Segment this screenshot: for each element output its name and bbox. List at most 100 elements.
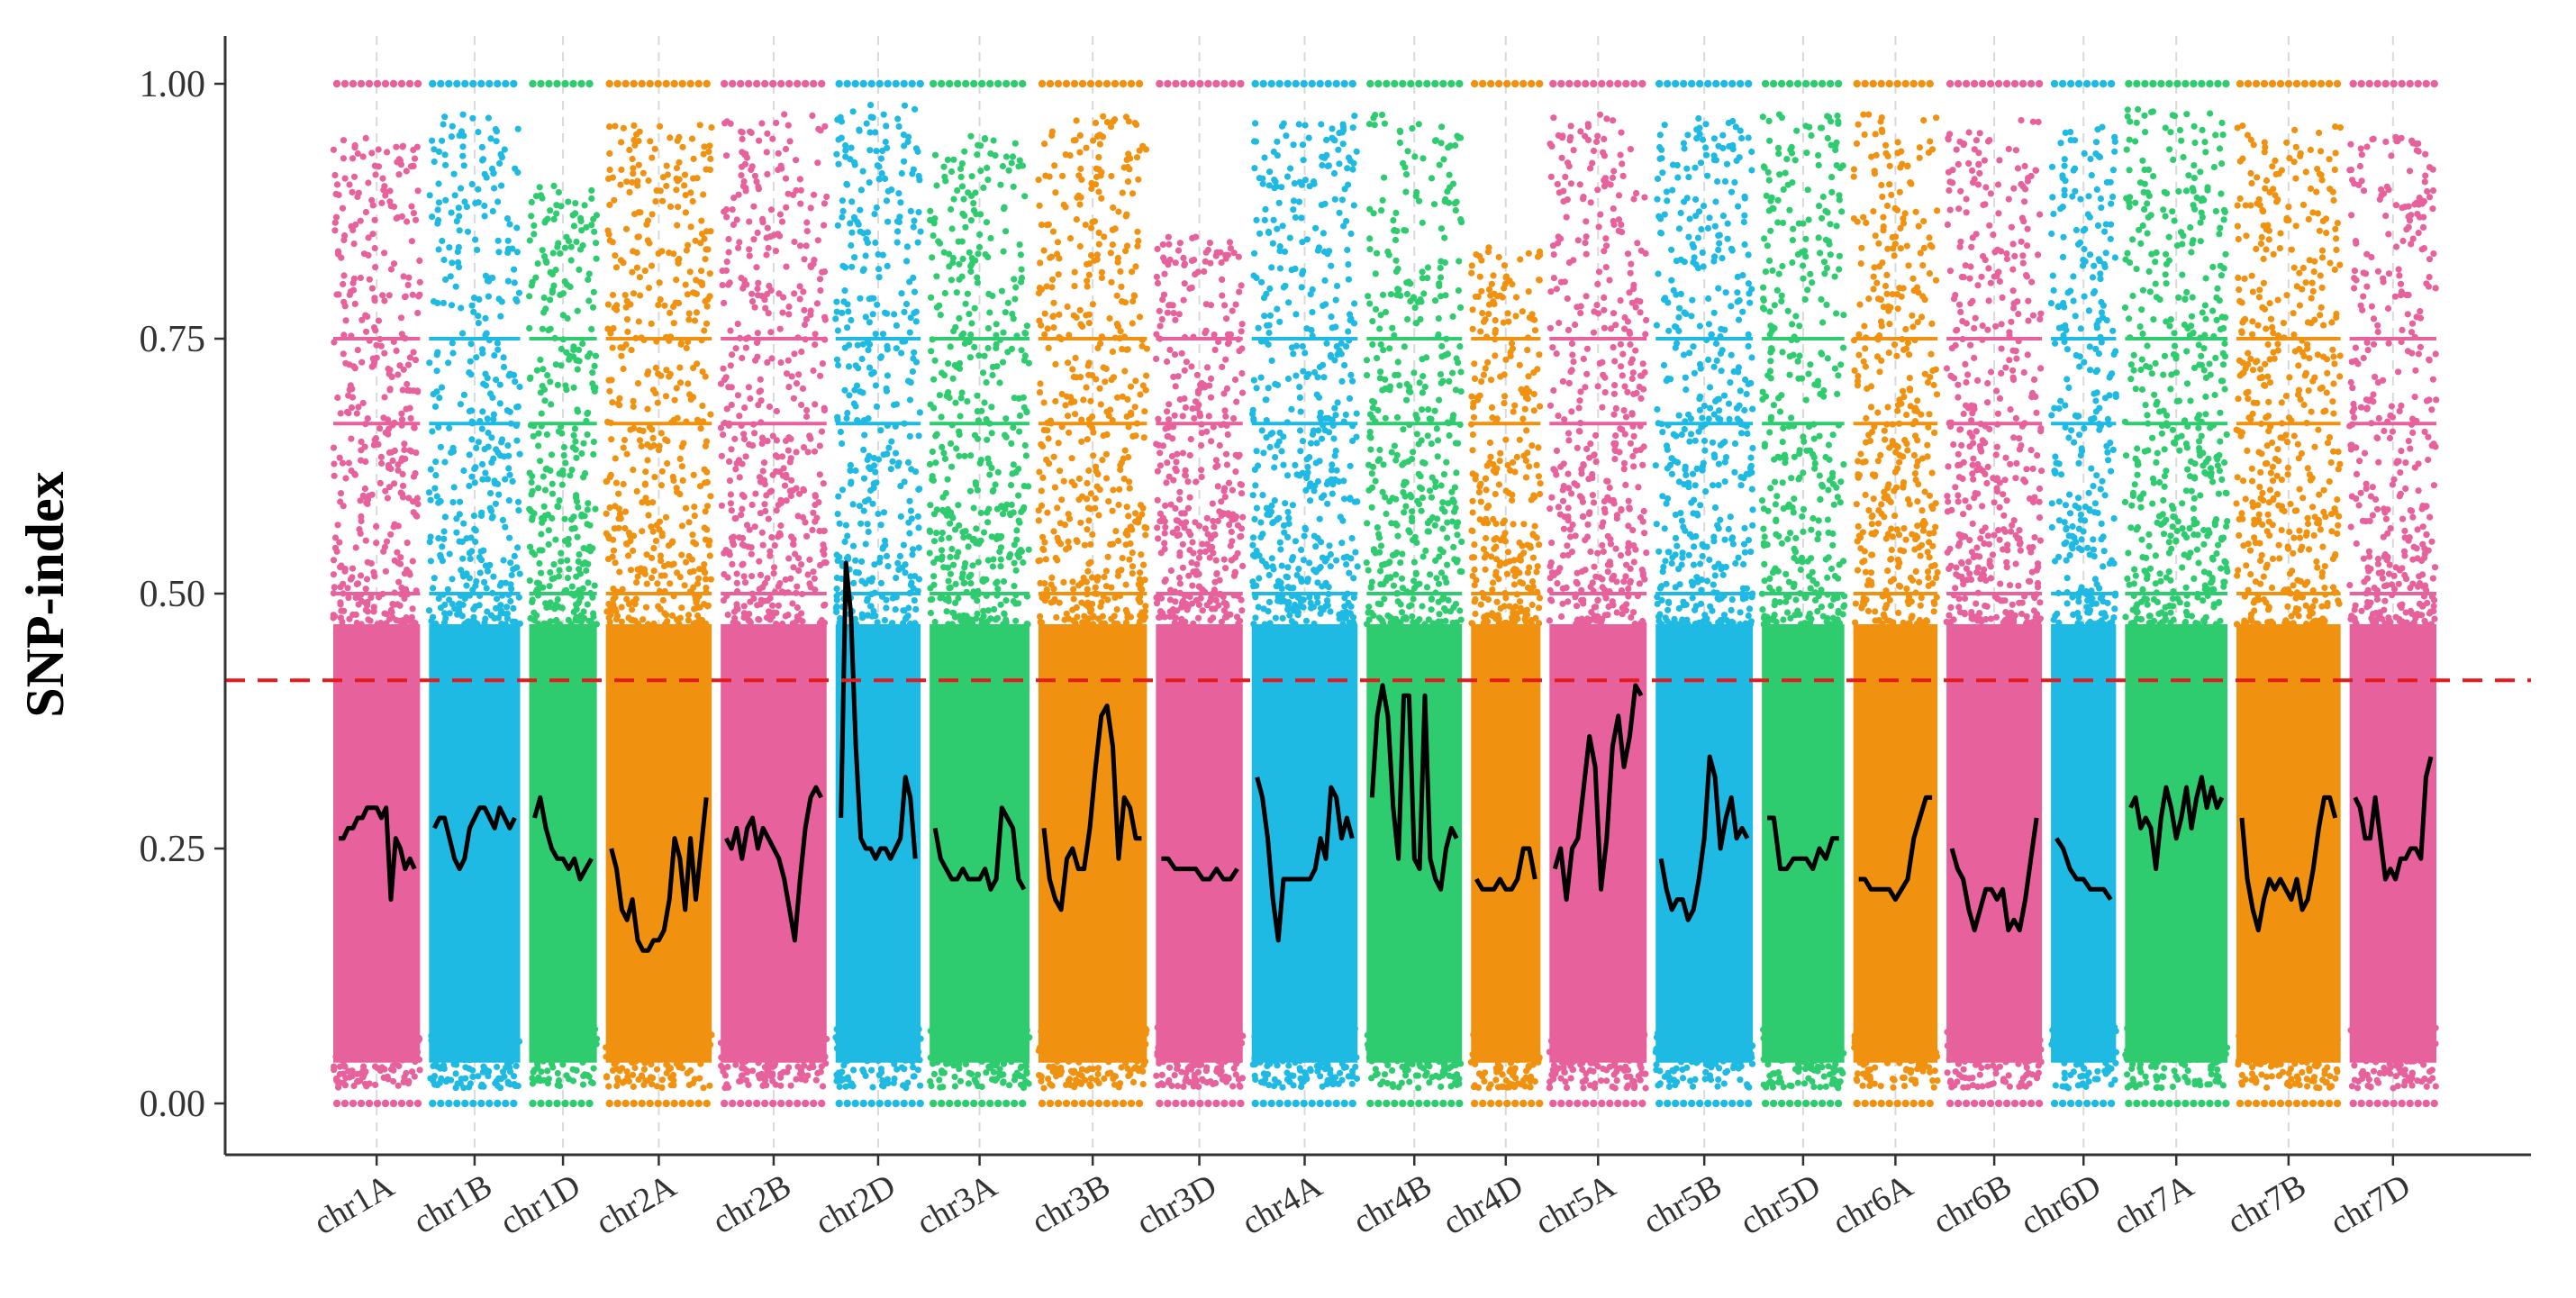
snp-point bbox=[1123, 504, 1130, 511]
snp-point bbox=[1142, 531, 1149, 539]
snp-point bbox=[1044, 325, 1051, 332]
snp-point bbox=[850, 579, 857, 587]
snp-point bbox=[396, 362, 404, 369]
snp-point-one bbox=[978, 79, 986, 88]
snp-point bbox=[741, 404, 748, 412]
snp-point bbox=[779, 472, 787, 479]
snp-point bbox=[566, 566, 573, 573]
snp-point bbox=[449, 499, 457, 506]
snp-point-one bbox=[340, 79, 349, 88]
snp-point bbox=[993, 344, 1000, 351]
snp-point bbox=[547, 618, 554, 625]
snp-point bbox=[335, 250, 342, 258]
snp-point bbox=[1041, 580, 1048, 587]
snp-point bbox=[489, 513, 496, 521]
snp-point bbox=[539, 325, 547, 332]
snp-point bbox=[414, 187, 422, 195]
snp-point-zero bbox=[485, 1099, 494, 1108]
snp-point bbox=[707, 155, 714, 162]
snp-point bbox=[702, 569, 709, 576]
snp-point bbox=[723, 213, 730, 221]
snp-point bbox=[1154, 279, 1162, 286]
snp-point bbox=[863, 120, 870, 127]
snp-point bbox=[728, 507, 735, 514]
snp-point bbox=[1085, 260, 1093, 268]
snp-point bbox=[814, 237, 821, 244]
snp-point bbox=[371, 297, 378, 304]
snp-point bbox=[334, 522, 341, 529]
snp-point bbox=[352, 544, 359, 551]
snp-point bbox=[634, 177, 641, 185]
snp-point bbox=[817, 286, 824, 295]
snp-point bbox=[435, 180, 442, 187]
snp-point-one bbox=[1127, 79, 1136, 88]
snp-point bbox=[852, 557, 859, 564]
snp-point bbox=[746, 218, 753, 225]
snp-point bbox=[682, 192, 689, 199]
snp-point bbox=[884, 1080, 892, 1087]
snp-point-zero bbox=[397, 1099, 406, 1108]
snp-point bbox=[649, 554, 656, 562]
snp-point bbox=[431, 575, 438, 582]
snp-point bbox=[907, 379, 914, 386]
snp-point bbox=[1061, 522, 1068, 529]
snp-point bbox=[968, 320, 975, 327]
snp-point bbox=[585, 579, 592, 586]
snp-point bbox=[848, 316, 855, 324]
snp-point bbox=[1084, 479, 1091, 487]
snp-point bbox=[786, 458, 794, 466]
snp-point bbox=[504, 442, 512, 449]
snp-point bbox=[875, 274, 883, 281]
snp-point bbox=[1072, 1080, 1079, 1087]
snp-point bbox=[1050, 1065, 1057, 1072]
snp-point bbox=[603, 510, 610, 517]
snp-point bbox=[945, 577, 952, 585]
snp-point bbox=[816, 442, 823, 449]
snp-point bbox=[988, 430, 995, 437]
snp-point bbox=[633, 249, 640, 257]
snp-point bbox=[511, 266, 518, 273]
snp-point bbox=[1183, 519, 1190, 526]
snp-point bbox=[346, 361, 353, 368]
snp-point bbox=[639, 499, 646, 506]
snp-point bbox=[953, 553, 960, 560]
snp-point bbox=[389, 457, 396, 465]
snp-point bbox=[1010, 315, 1017, 322]
snp-point bbox=[760, 458, 768, 467]
snp-point bbox=[343, 408, 351, 415]
snp-point bbox=[364, 415, 371, 422]
snp-point-one bbox=[694, 79, 703, 88]
snp-point bbox=[655, 447, 663, 454]
snp-point bbox=[965, 543, 972, 550]
snp-point bbox=[1018, 1081, 1025, 1088]
snp-point bbox=[603, 608, 611, 615]
snp-point bbox=[355, 189, 362, 196]
snp-point bbox=[581, 513, 588, 520]
snp-point bbox=[683, 558, 690, 566]
snp-point bbox=[882, 309, 889, 316]
snp-point bbox=[1121, 447, 1129, 454]
snp-point bbox=[948, 463, 956, 470]
snp-point bbox=[818, 1063, 826, 1070]
snp-point bbox=[939, 443, 946, 450]
snp-point bbox=[1050, 324, 1057, 331]
snp-point bbox=[1035, 177, 1042, 184]
snp-point bbox=[1070, 373, 1077, 381]
snp-point bbox=[531, 231, 538, 238]
snp-point bbox=[541, 486, 549, 494]
snp-point-one bbox=[729, 79, 737, 88]
snp-point bbox=[472, 464, 479, 471]
snp-point-one bbox=[1102, 79, 1111, 88]
snp-point-zero bbox=[1038, 1099, 1047, 1108]
snp-point bbox=[643, 221, 650, 228]
snp-point bbox=[435, 148, 443, 155]
snp-point bbox=[585, 560, 592, 567]
snp-point bbox=[755, 616, 762, 623]
snp-point bbox=[411, 424, 418, 431]
snp-point bbox=[1132, 510, 1139, 517]
snp-point bbox=[644, 499, 652, 506]
snp-point bbox=[1133, 154, 1141, 161]
snp-point bbox=[497, 1076, 505, 1083]
snp-point bbox=[1089, 413, 1096, 421]
snp-point bbox=[964, 398, 971, 405]
